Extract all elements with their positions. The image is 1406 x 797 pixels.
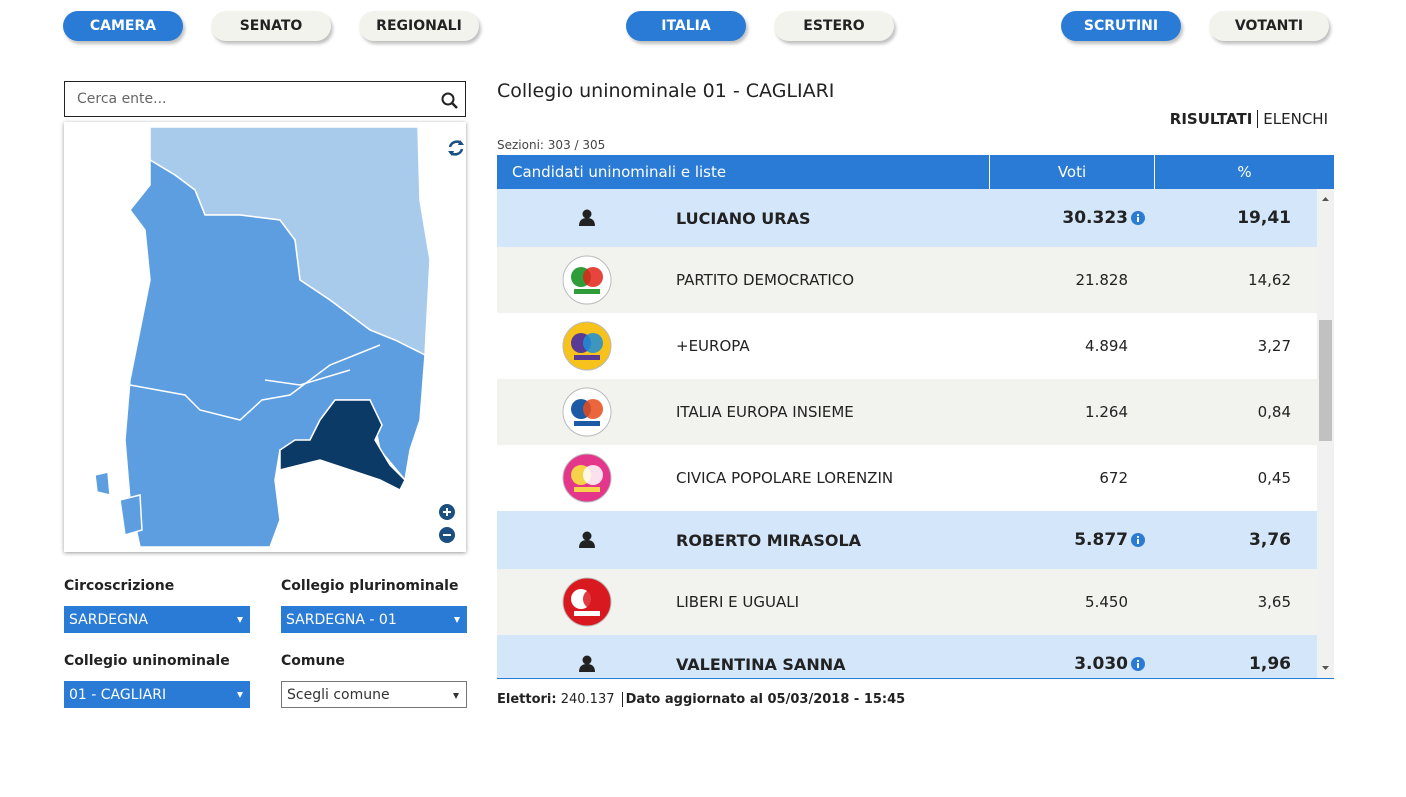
candidate-icon [497,531,676,549]
map-region-selected[interactable] [279,399,406,492]
list-row: LIBERI E UGUALI 5.450 3,65 [497,569,1317,635]
candidate-votes: 5.877 [1074,530,1128,550]
icon [578,531,595,548]
list-logo [497,577,676,627]
candidate-row: LUCIANO URAS 30.323 19,41 [497,189,1317,247]
zoom-in[interactable] [439,504,455,520]
sections-label: Sezioni: [497,138,544,152]
list-pct: 3,65 [1257,593,1291,611]
list-name: LIBERI E UGUALI [676,593,800,611]
sections-value: 303 / 305 [547,138,606,152]
map-panel [64,122,466,552]
filter-select[interactable]: Scegli comune [281,681,467,708]
scrollbar-graphic [1319,197,1332,670]
search-placeholder: Cerca ente... [77,91,167,107]
filter-select[interactable]: SARDEGNA [64,606,250,633]
list-row: +EUROPA 4.894 3,27 [497,313,1317,379]
refresh-icon[interactable] [448,140,464,156]
list-pct: 14,62 [1248,271,1291,289]
list-name: ITALIA EUROPA INSIEME [676,403,854,421]
list-votes: 1.264 [1085,403,1128,421]
list-pct: 0,84 [1257,403,1291,421]
tab[interactable]: ELENCHI [1263,110,1328,128]
icon [1131,657,1145,671]
tabs: RISULTATI ELENCHI [1170,110,1328,128]
list-pct: 0,45 [1257,469,1291,487]
nav-votanti[interactable]: VOTANTI [1209,11,1329,41]
table-body: LUCIANO URAS 30.323 19,41 PARTITO DEMOCRATI… [497,189,1334,679]
candidate-pct: 3,76 [1249,530,1291,550]
voters: 240.137 [560,692,615,707]
icon [578,655,595,672]
tab[interactable]: RISULTATI [1170,110,1259,128]
filter-label: Circoscrizione [64,578,175,594]
list-logo [497,255,676,305]
list-votes: 672 [1099,469,1128,487]
list-name: +EUROPA [676,337,750,355]
candidate-votes: 30.323 [1062,208,1128,228]
zoom-out[interactable] [439,527,455,543]
nav-camera[interactable]: CAMERA [63,11,183,41]
list-row: ITALIA EUROPA INSIEME 1.264 0,84 [497,379,1317,445]
list-name: PARTITO DEMOCRATICO [676,271,855,289]
list-logo [497,387,676,437]
nav-estero[interactable]: ESTERO [774,11,894,41]
map-island[interactable] [94,471,111,496]
candidate-row: VALENTINA SANNA 3.030 1,96 [497,635,1317,678]
map-island[interactable] [119,494,143,536]
candidate-pct: 1,96 [1249,654,1291,674]
candidate-name: ROBERTO MIRASOLA [676,530,862,550]
list-votes: 21.828 [1075,271,1129,289]
icon [562,255,611,305]
candidate-votes: 3.030 [1074,654,1128,674]
nav-regionali[interactable]: REGIONALI [359,11,479,41]
map[interactable] [64,122,466,552]
icon [562,321,611,371]
sections: Sezioni: 303 / 305 [497,138,605,152]
candidate-row: ROBERTO MIRASOLA 5.877 3,76 [497,511,1317,569]
list-row: CIVICA POPOLARE LORENZIN 672 0,45 [497,445,1317,511]
list-votes: 4.894 [1085,337,1128,355]
filter-select[interactable]: SARDEGNA - 01 [281,606,467,633]
footer: Elettori: 240.137 Dato aggiornato al 05/… [497,692,905,707]
filter-label: Comune [281,653,345,669]
icon [1131,533,1145,547]
nav-senato[interactable]: SENATO [211,11,331,41]
nav-italia[interactable]: ITALIA [626,11,746,41]
updated: Dato aggiornato al 05/03/2018 - 15:45 [625,692,906,707]
list-logo [497,453,676,503]
nav-scrutini[interactable]: SCRUTINI [1061,11,1181,41]
results-title: Collegio uninominale 01 - CAGLIARI [497,80,835,102]
voters-label: Elettori: [497,692,557,707]
filter-select[interactable]: 01 - CAGLIARI [64,681,250,708]
icon [562,387,611,437]
scrollbar[interactable] [1317,189,1334,678]
filter-label: Collegio plurinominale [281,578,459,594]
list-pct: 3,27 [1257,337,1291,355]
candidate-name: VALENTINA SANNA [676,654,846,674]
search-icon[interactable] [440,91,460,111]
filter-label: Collegio uninominale [64,653,230,669]
list-row: PARTITO DEMOCRATICO 21.828 14,62 [497,247,1317,313]
candidate-icon [497,655,676,673]
table-header: Candidati uninominali e liste Voti % [497,155,1334,189]
candidate-icon [497,209,676,227]
list-logo [497,321,676,371]
icon [562,453,611,503]
column-header: Candidati uninominali e liste [497,155,990,189]
column-header: Voti [990,155,1155,189]
icon [562,577,611,627]
column-header: % [1237,163,1252,181]
search-box[interactable]: Cerca ente... [64,81,466,117]
candidate-pct: 19,41 [1237,208,1291,228]
list-name: CIVICA POPOLARE LORENZIN [676,469,894,487]
icon [1131,211,1145,225]
list-votes: 5.450 [1085,593,1128,611]
candidate-name: LUCIANO URAS [676,208,811,228]
icon [578,209,595,226]
